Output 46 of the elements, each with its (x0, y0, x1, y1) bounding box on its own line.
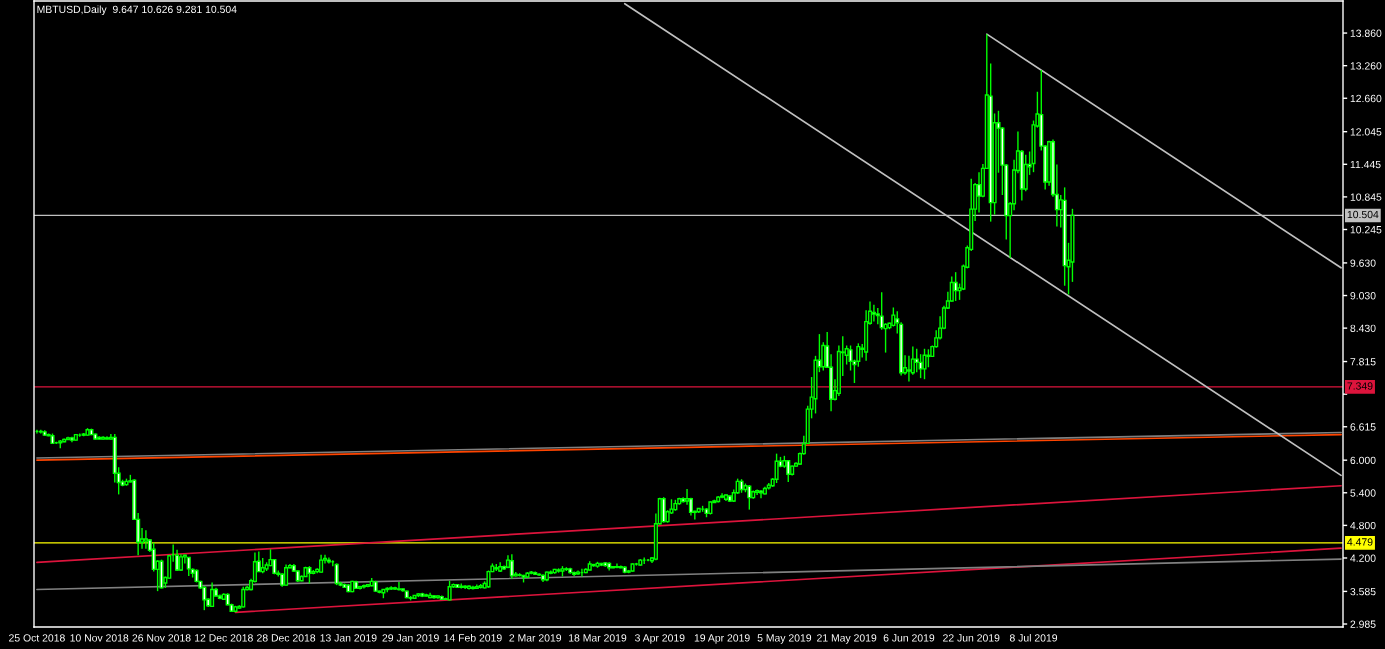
y-tick-label: 6.615 (1350, 423, 1376, 431)
y-tick-label: 12.045 (1350, 128, 1382, 136)
y-tick-label: 9.030 (1350, 292, 1376, 300)
x-tick-label: 10 Nov 2018 (70, 634, 129, 642)
x-tick-label: 26 Nov 2018 (132, 634, 191, 642)
candlestick (774, 452, 779, 484)
y-tick-label: 2.985 (1350, 620, 1376, 628)
y-tick-label: 10.845 (1350, 193, 1382, 201)
x-tick-label: 14 Feb 2019 (444, 633, 502, 642)
x-tick-label: 19 Apr 2019 (694, 634, 750, 644)
y-tick-label: 9.630 (1350, 259, 1376, 267)
candlestick (906, 355, 911, 383)
y-tick-label: 7.815 (1350, 358, 1376, 366)
y-tick-label: 4.200 (1350, 554, 1376, 562)
y-tick-label: 8.430 (1350, 324, 1376, 333)
candlestick (976, 171, 982, 214)
candlestick (143, 529, 148, 550)
y-tick-label: 5.400 (1350, 489, 1376, 497)
y-tick-label: 10.245 (1350, 226, 1382, 234)
y-tick-label: 3.585 (1350, 587, 1376, 596)
candlestick (922, 348, 927, 380)
x-tick-label: 22 Jun 2019 (943, 634, 1000, 642)
x-tick-label: 6 Jun 2019 (883, 634, 935, 642)
x-tick-label: 3 Apr 2019 (634, 634, 685, 644)
chart-title: MBTUSD,Daily 9.647 10.626 9.281 10.504 (37, 5, 237, 16)
ref-line-label: 4.479 (1347, 538, 1373, 546)
x-tick-label: 18 Mar 2019 (569, 634, 627, 642)
ref-line-label: 10.504 (1347, 210, 1379, 219)
y-tick-label: 12.660 (1350, 94, 1382, 103)
y-tick-label: 11.445 (1350, 160, 1381, 169)
x-tick-label: 21 May 2019 (817, 634, 877, 644)
y-tick-label: 6.000 (1350, 456, 1376, 465)
x-tick-label: 28 Dec 2018 (257, 634, 316, 642)
candlestick (871, 304, 876, 323)
x-tick-label: 29 Jan 2019 (382, 634, 439, 642)
ref-line-label: 7.349 (1347, 382, 1373, 390)
x-tick-label: 5 May 2019 (757, 634, 812, 644)
x-tick-label: 25 Oct 2018 (9, 634, 65, 642)
x-tick-label: 13 Jan 2019 (320, 634, 377, 642)
x-tick-label: 12 Dec 2018 (195, 634, 253, 642)
y-tick-label: 13.860 (1350, 29, 1382, 37)
y-tick-label: 4.800 (1350, 521, 1376, 530)
x-tick-label: 2 Mar 2019 (509, 634, 562, 642)
x-tick-label: 8 Jul 2019 (1009, 633, 1058, 642)
candlestick (334, 562, 339, 586)
y-tick-label: 13.260 (1350, 62, 1382, 70)
